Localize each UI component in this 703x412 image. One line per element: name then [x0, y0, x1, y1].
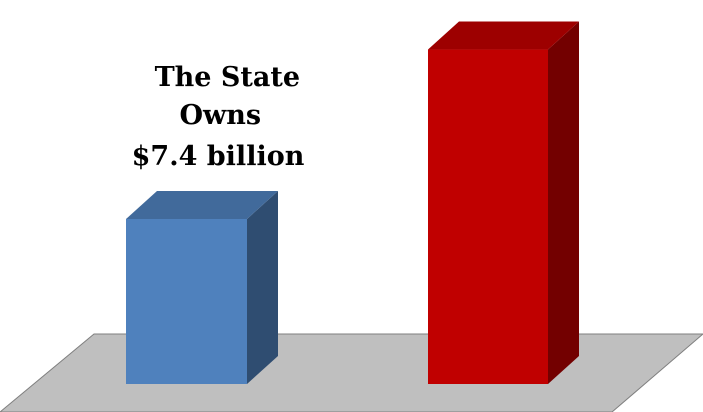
- bar-red-front: [428, 49, 548, 385]
- chart-floor: [0, 333, 703, 412]
- bar-label-line-3: $7.4 billion: [132, 141, 305, 172]
- bar-red-top: [428, 21, 579, 50]
- bar-state-owns: [126, 191, 278, 384]
- bar-state-owns-front: [126, 219, 247, 384]
- bar-label-line-2: Owns: [180, 100, 262, 131]
- bar-red-side: [548, 21, 579, 385]
- bar-state-owns-label: The State Owns $7.4 billion: [132, 62, 310, 172]
- bar-state-owns-side: [247, 191, 278, 384]
- bar-label-line-1: The State: [155, 62, 300, 93]
- bar-state-owns-top: [126, 191, 278, 219]
- bar-red: [428, 21, 579, 385]
